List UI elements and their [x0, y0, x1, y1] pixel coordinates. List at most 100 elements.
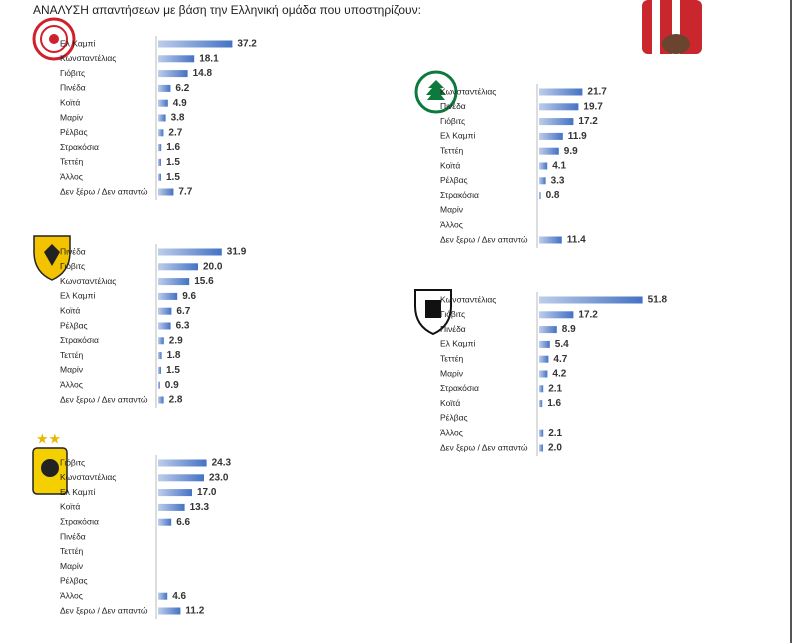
category-label: Μαρίν — [60, 561, 83, 571]
bar — [539, 296, 643, 304]
charts: Ελ Καμπί 37.2 Κωνσταντέλιας 18.1 Γιόβιτς 14.8… — [60, 36, 668, 619]
value-label: 1.5 — [166, 157, 180, 168]
category-label: Στρακόσια — [60, 516, 99, 526]
bar — [158, 381, 160, 389]
value-label: 4.2 — [552, 369, 566, 380]
page-title: ΑΝΑΛΥΣΗ απαντήσεων με βάση την Ελληνική … — [33, 3, 421, 17]
value-label: 6.2 — [175, 83, 189, 94]
category-label: Άλλος — [440, 427, 463, 437]
category-label: Πινέδα — [60, 83, 86, 93]
value-label: 9.6 — [182, 291, 196, 302]
value-label: 11.2 — [185, 606, 204, 617]
bar — [158, 114, 166, 122]
category-label: Τεττέη — [60, 157, 84, 167]
category-label: Κοϊτά — [60, 305, 80, 315]
value-label: 23.0 — [209, 472, 229, 483]
svg-text:★★: ★★ — [36, 431, 61, 447]
category-label: Κωνσταντέλιας — [60, 53, 116, 63]
value-label: 1.6 — [547, 398, 561, 409]
bar — [539, 192, 541, 200]
category-label: Πινέδα — [440, 101, 466, 111]
category-label: Ελ Καμπί — [60, 38, 96, 48]
value-label: 3.8 — [171, 113, 185, 124]
category-label: Ελ Καμπί — [440, 339, 476, 349]
category-label: Ελ Καμπί — [60, 487, 96, 497]
value-label: 17.2 — [578, 309, 598, 320]
value-label: 17.0 — [197, 487, 217, 498]
category-label: Στρακόσια — [60, 142, 99, 152]
value-label: 15.6 — [194, 276, 214, 287]
value-label: 0.8 — [546, 190, 560, 201]
bar — [539, 355, 549, 363]
logo-paok — [414, 289, 452, 336]
value-label: 21.7 — [587, 87, 607, 98]
bar — [539, 236, 562, 244]
bar — [158, 366, 161, 374]
bar — [158, 459, 207, 467]
value-label: 2.1 — [548, 428, 562, 439]
value-label: 2.0 — [548, 443, 562, 454]
category-label: Πινέδα — [60, 246, 86, 256]
bar — [158, 322, 171, 330]
value-label: 1.5 — [166, 172, 180, 183]
value-label: 5.4 — [555, 339, 569, 350]
category-label: Γιόβιτς — [60, 261, 85, 271]
value-label: 17.2 — [578, 116, 598, 127]
bar — [539, 429, 544, 437]
bar — [158, 99, 168, 107]
bar — [158, 173, 161, 181]
category-label: Κωνσταντέλιας — [440, 294, 496, 304]
bar — [158, 84, 171, 92]
bar — [539, 326, 557, 334]
bar — [158, 337, 164, 345]
bar — [158, 188, 174, 196]
bar — [158, 158, 161, 166]
value-label: 7.7 — [178, 187, 192, 198]
bar — [158, 518, 172, 526]
bar — [539, 118, 574, 126]
bar — [539, 162, 548, 170]
bar — [539, 400, 543, 408]
bar — [158, 55, 195, 63]
bar — [539, 444, 543, 452]
category-label: Κωνσταντέλιας — [440, 86, 496, 96]
bar — [158, 396, 164, 404]
category-label: Τεττέη — [60, 350, 84, 360]
category-label: Ελ Καμπί — [440, 131, 476, 141]
category-label: Γιόβιτς — [60, 457, 85, 467]
category-label: Κοϊτά — [60, 97, 80, 107]
category-label: Δεν ξερω / Δεν απαντώ — [60, 605, 148, 615]
category-label: Δεν ξερω / Δεν απαντώ — [440, 234, 528, 244]
value-label: 51.8 — [648, 295, 668, 306]
value-label: 11.9 — [568, 131, 587, 142]
value-label: 4.9 — [173, 98, 187, 109]
photo — [642, 0, 702, 54]
category-label: Πινέδα — [440, 324, 466, 334]
bar — [158, 40, 233, 48]
category-label: Ρέλβας — [440, 413, 468, 423]
value-label: 6.6 — [176, 517, 190, 528]
category-label: Ρέλβας — [440, 175, 468, 185]
bar — [158, 307, 172, 315]
value-label: 2.8 — [169, 395, 183, 406]
value-label: 14.8 — [193, 68, 213, 79]
bar — [158, 263, 198, 271]
value-label: 13.3 — [190, 502, 210, 513]
category-label: Δεν ξερω / Δεν απαντώ — [60, 394, 148, 404]
bar — [539, 103, 579, 111]
category-label: Μαρίν — [440, 368, 463, 378]
bar — [539, 340, 550, 348]
category-label: Κωνσταντέλιας — [60, 276, 116, 286]
category-label: Τεττέη — [60, 546, 84, 556]
category-label: Μαρίν — [60, 365, 83, 375]
value-label: 2.7 — [168, 127, 182, 138]
value-label: 6.7 — [176, 306, 190, 317]
category-label: Γιόβιτς — [60, 68, 85, 78]
category-label: Κοϊτά — [60, 502, 80, 512]
bar — [539, 88, 583, 96]
category-label: Κοϊτά — [440, 160, 460, 170]
value-label: 20.0 — [203, 261, 223, 272]
bar — [158, 489, 192, 497]
value-label: 31.9 — [227, 247, 247, 258]
